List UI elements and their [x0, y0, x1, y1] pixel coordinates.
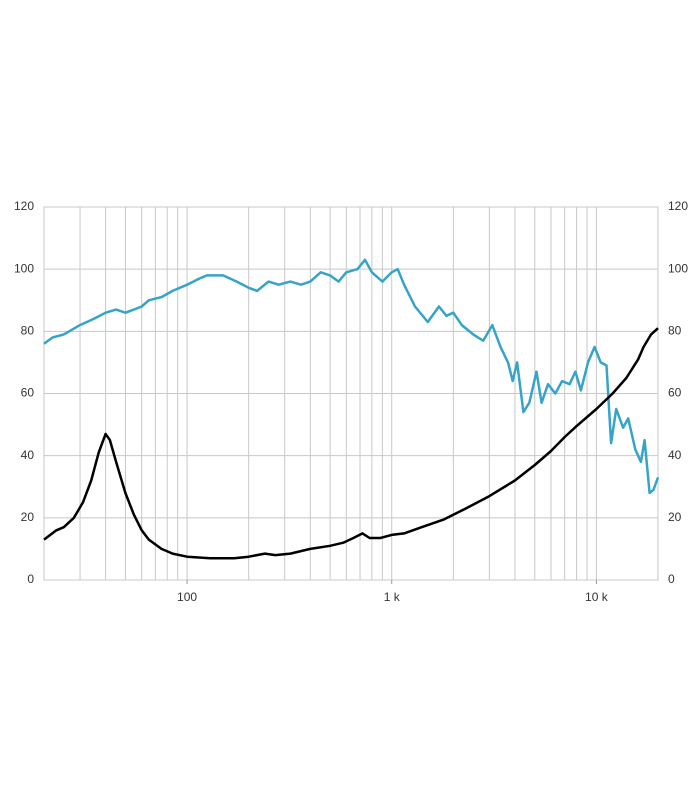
y2-tick-label: 120	[668, 199, 688, 213]
x-tick-label: 100	[177, 590, 197, 604]
x-tick-label: 1 k	[384, 590, 401, 604]
series-line	[43, 258, 660, 495]
series-line	[43, 327, 659, 560]
y-tick-label: 60	[21, 386, 35, 400]
y-tick-label: 120	[14, 199, 34, 213]
y-tick-label: 100	[14, 261, 34, 275]
y2-tick-label: 60	[668, 386, 682, 400]
y2-tick-label: 80	[668, 324, 682, 338]
y2-tick-label: 20	[668, 510, 682, 524]
y2-tick-label: 100	[668, 261, 688, 275]
y-tick-label: 0	[27, 572, 34, 586]
x-tick-label: 10 k	[585, 590, 609, 604]
y2-tick-label: 40	[668, 448, 682, 462]
y2-tick-label: 0	[668, 572, 675, 586]
y-tick-label: 80	[21, 324, 35, 338]
y-tick-label: 40	[21, 448, 35, 462]
y-tick-label: 20	[21, 510, 35, 524]
